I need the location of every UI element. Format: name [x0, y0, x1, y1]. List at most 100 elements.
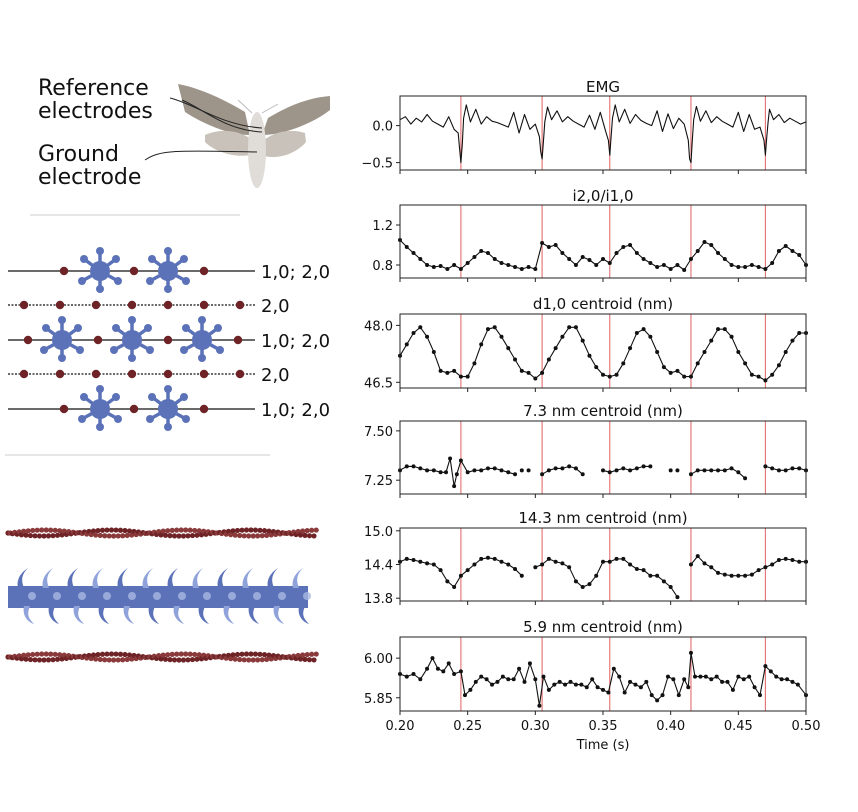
myosin-filament [78, 247, 122, 293]
actin-filament [91, 369, 101, 379]
data-point [567, 464, 572, 469]
data-point [465, 261, 470, 265]
myosin-filament [40, 316, 84, 362]
data-point [601, 257, 605, 261]
data-point [500, 674, 505, 679]
data-point [790, 338, 795, 343]
chart-panel: 14.3 nm centroid (nm) 15.0 14.4 13.8 [364, 509, 808, 607]
data-point [774, 674, 779, 679]
data-point [743, 476, 748, 481]
data-point [634, 466, 639, 471]
reference-label-line1: Reference [38, 76, 149, 101]
data-point [418, 325, 423, 330]
data-point [621, 361, 626, 366]
data-point [722, 327, 727, 332]
data-point [458, 573, 463, 578]
data-point [709, 468, 714, 473]
data-point [587, 258, 592, 262]
actin-strand [5, 651, 319, 663]
data-point [770, 372, 775, 377]
data-point [499, 334, 504, 339]
data-point [790, 558, 795, 563]
actin-filament [199, 266, 209, 276]
data-point [695, 361, 700, 366]
data-point [513, 357, 518, 362]
myosin-head [92, 568, 103, 588]
data-point [506, 677, 511, 682]
y-tick-label: 7.25 [364, 474, 393, 489]
data-point [587, 582, 592, 587]
data-point [552, 682, 557, 687]
data-point [546, 687, 551, 692]
ground-label-line1: Ground [38, 142, 119, 167]
data-point [634, 330, 639, 335]
data-point [601, 687, 605, 692]
chart-title: 7.3 nm centroid (nm) [523, 402, 683, 420]
data-point [716, 251, 721, 255]
data-point [526, 370, 531, 375]
data-point [675, 368, 680, 373]
y-tick-label: 46.5 [364, 376, 393, 391]
data-point [513, 566, 518, 571]
lattice-label: 1,0; 2,0 [261, 331, 330, 352]
data-point [621, 245, 626, 249]
data-point [614, 468, 619, 473]
lattice-label: 1,0; 2,0 [261, 400, 330, 421]
data-point [749, 572, 754, 577]
data-point [770, 466, 775, 471]
data-point [779, 677, 784, 682]
data-point [634, 251, 639, 255]
data-point [485, 251, 490, 255]
data-point [722, 257, 727, 261]
data-point [454, 472, 459, 477]
data-point [546, 357, 551, 362]
data-point [756, 374, 761, 379]
data-point [425, 263, 430, 267]
data-point [490, 682, 495, 687]
data-point [485, 466, 490, 471]
data-point [601, 468, 605, 473]
data-point [729, 263, 734, 267]
actin-filament [163, 369, 173, 379]
data-point [425, 666, 430, 671]
data-point [688, 374, 693, 379]
data-point [736, 470, 741, 475]
data-point [425, 561, 430, 566]
data-point [519, 368, 524, 373]
data-point [458, 267, 463, 271]
data-point [452, 484, 457, 489]
data-point [736, 265, 741, 269]
data-point [541, 674, 546, 679]
reference-electrode-wire [169, 97, 263, 129]
data-point [785, 677, 790, 682]
data-point [580, 472, 585, 477]
myosin-filament [146, 247, 190, 293]
data-point [560, 334, 565, 339]
data-point [716, 327, 721, 332]
data-point [485, 327, 490, 332]
data-point [462, 693, 467, 698]
myosin-head [242, 568, 253, 588]
moth-illustration [144, 84, 330, 188]
data-point [452, 672, 457, 676]
lattice-label: 1,0; 2,0 [261, 262, 330, 283]
myosin-head [298, 606, 309, 624]
data-point [537, 703, 542, 708]
data-point [567, 325, 572, 330]
data-point [648, 464, 653, 469]
data-point [641, 257, 646, 261]
myosin-head [198, 606, 209, 624]
moth-body [248, 112, 266, 188]
actin-filament [199, 300, 209, 310]
data-point [729, 334, 734, 339]
data-point [431, 349, 436, 354]
data-point [492, 257, 497, 261]
data-point [776, 468, 781, 473]
data-point [688, 562, 693, 567]
data-point [430, 656, 435, 661]
data-point [628, 562, 633, 567]
chart-panel: 7.3 nm centroid (nm) 7.50 7.25 [364, 402, 808, 498]
data-point [790, 466, 795, 471]
myosin-head [42, 568, 53, 588]
data-point [479, 342, 484, 347]
